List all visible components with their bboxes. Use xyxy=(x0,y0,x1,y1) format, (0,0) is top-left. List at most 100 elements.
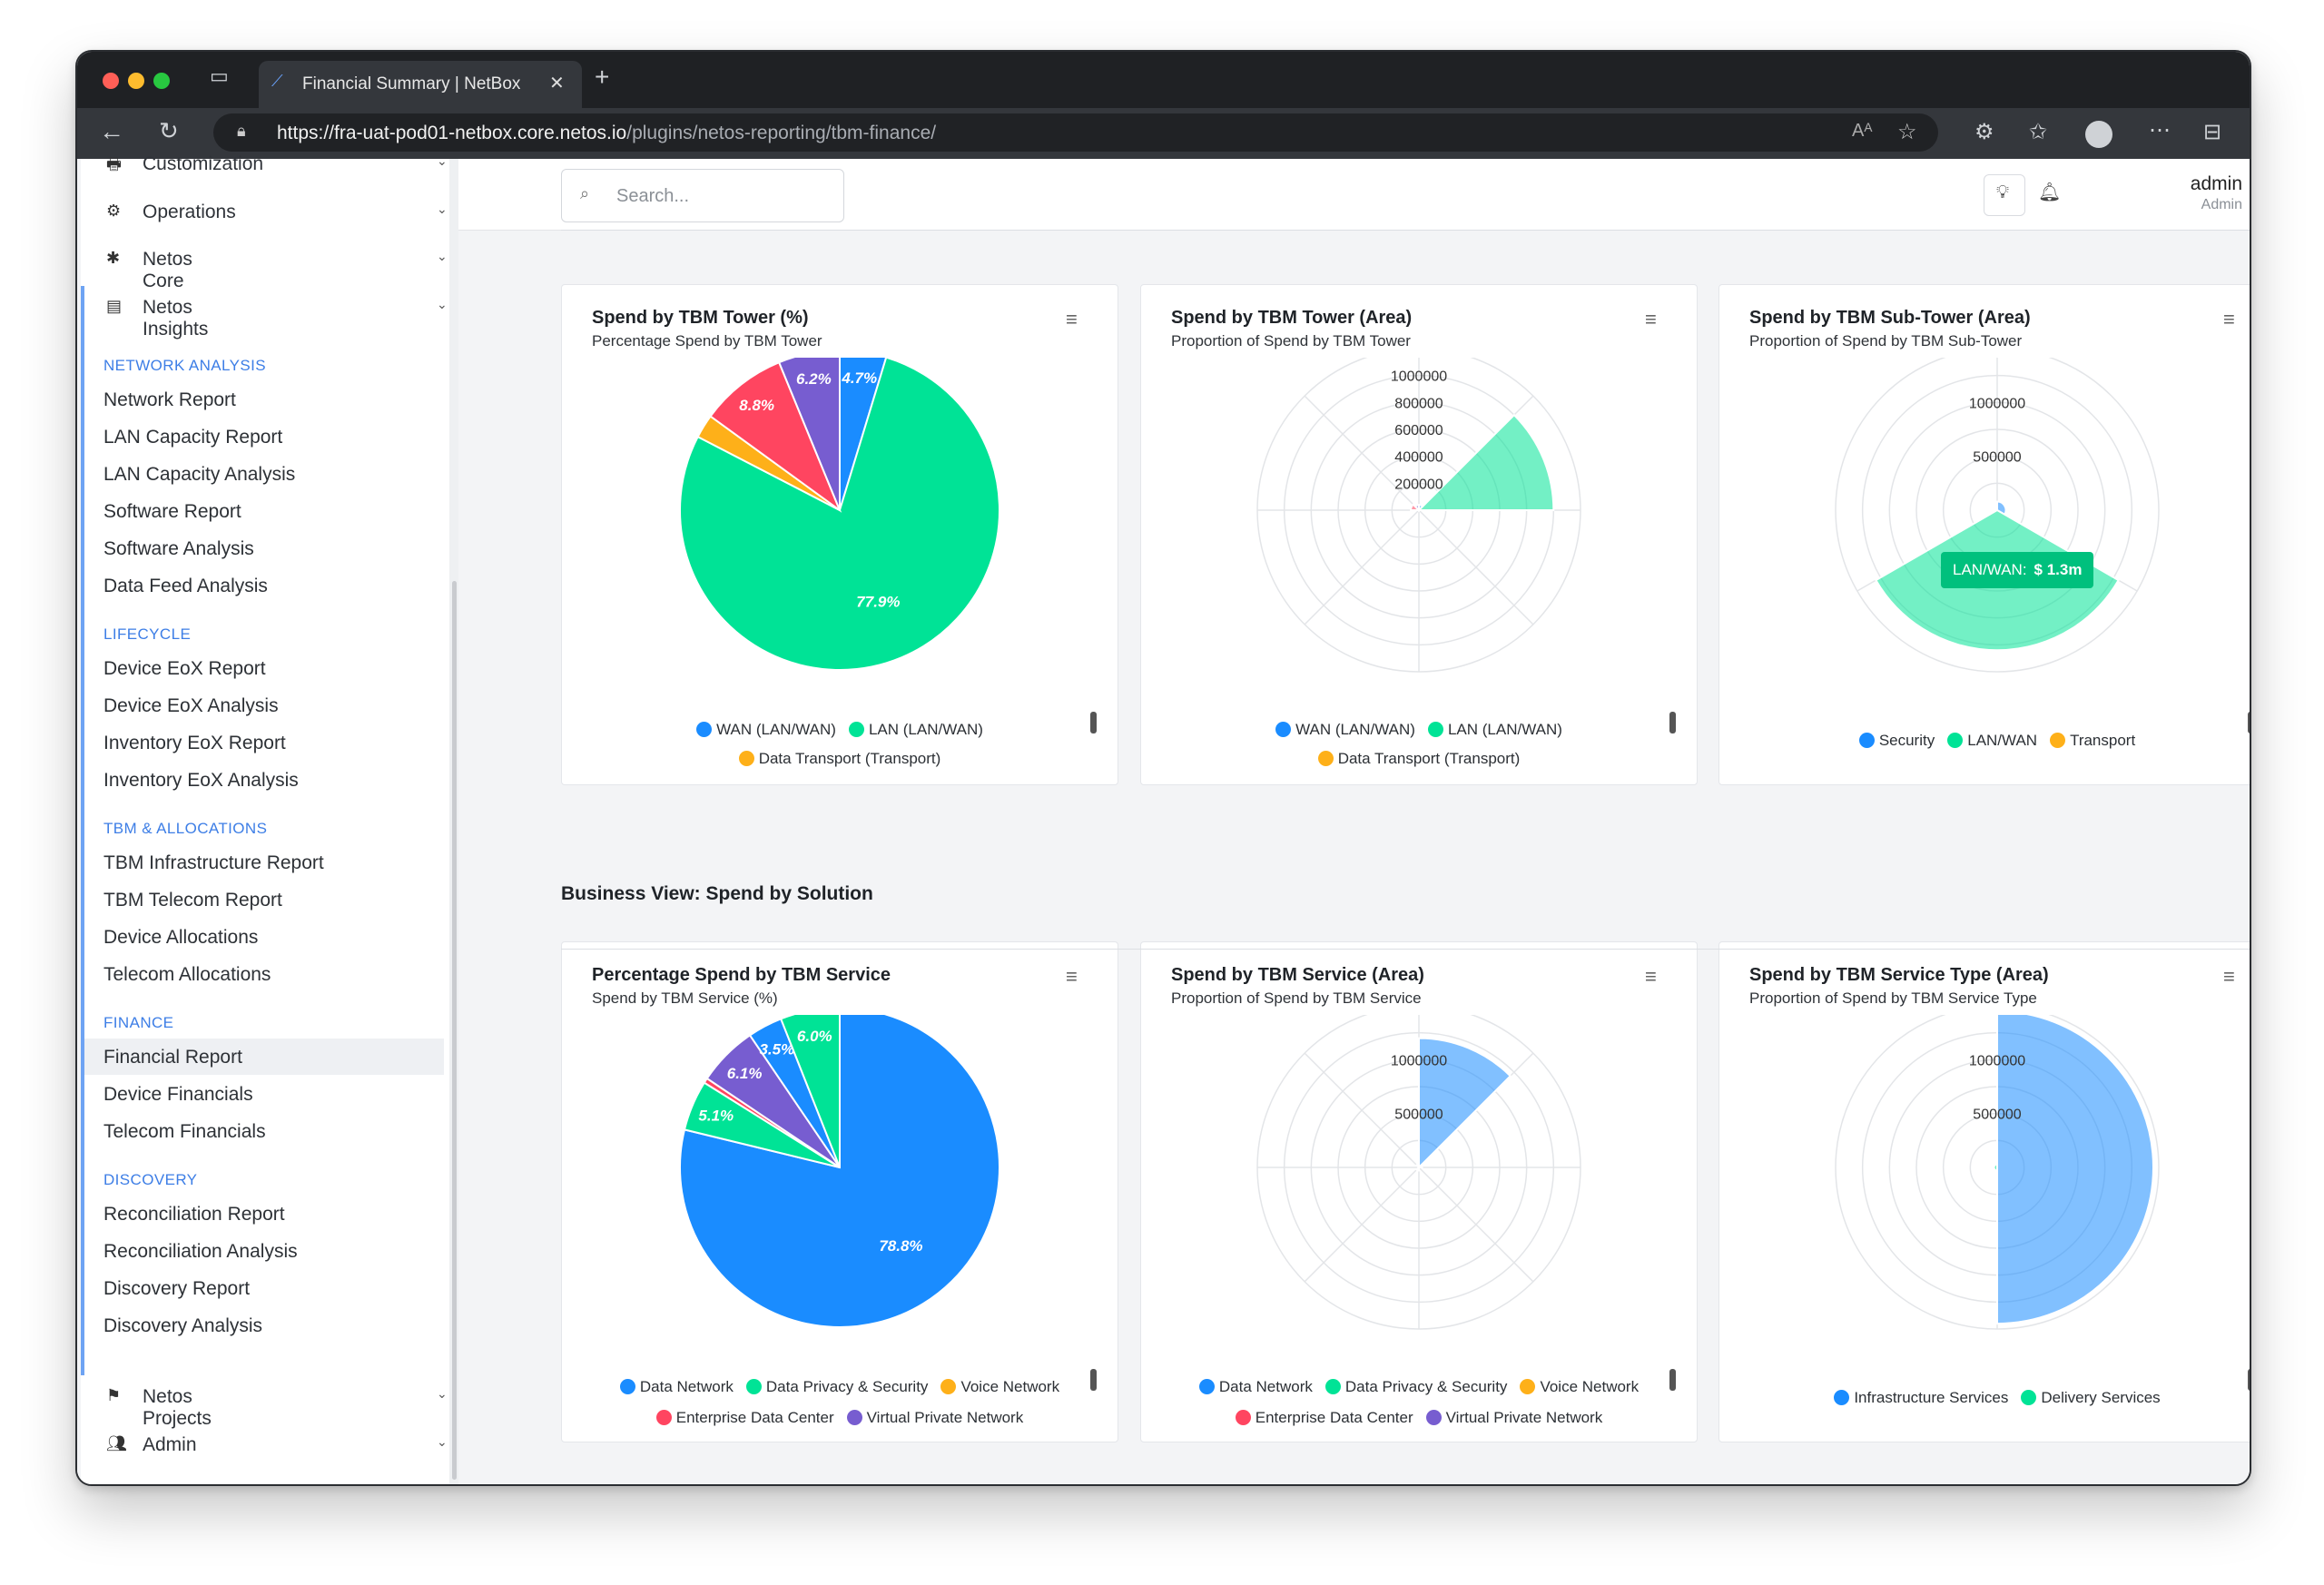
reload-icon[interactable]: ↻ xyxy=(159,117,179,144)
polar-sector[interactable] xyxy=(1416,413,1555,511)
legend-item[interactable]: Enterprise Data Center xyxy=(655,1409,834,1427)
legend-item[interactable]: Transport xyxy=(2050,732,2135,750)
minimize-window-button[interactable] xyxy=(128,73,144,89)
hamburger-menu-icon[interactable]: ≡ xyxy=(1066,965,1078,988)
legend-label: Data Privacy & Security xyxy=(1344,1378,1508,1395)
legend-item[interactable]: LAN/WAN xyxy=(1947,732,2037,750)
polar-sector[interactable] xyxy=(1993,1163,1998,1172)
legend-item[interactable]: Voice Network xyxy=(940,1378,1059,1396)
sidebar-scrollbar-thumb[interactable] xyxy=(452,581,457,1480)
theme-toggle-button[interactable]: 💡︎ xyxy=(1984,174,2025,216)
sidebar-item-lan-capacity-analysis[interactable]: LAN Capacity Analysis xyxy=(103,464,296,485)
sidebar-item-financial-report[interactable]: Financial Report xyxy=(103,1047,242,1068)
hamburger-menu-icon[interactable]: ≡ xyxy=(1645,308,1657,330)
pie-slice[interactable] xyxy=(679,358,1000,671)
chart-subtitle: Proportion of Spend by TBM Tower xyxy=(1171,332,1411,349)
chart-icon: ▤ xyxy=(106,297,123,315)
sidebar-item-reconciliation-analysis[interactable]: Reconciliation Analysis xyxy=(103,1241,298,1262)
legend-scroll-handle[interactable] xyxy=(2248,712,2250,733)
legend-label: WAN (LAN/WAN) xyxy=(716,721,836,738)
search-input[interactable]: ⌕ Search... xyxy=(561,169,844,222)
pie-slice[interactable] xyxy=(777,358,841,511)
close-tab-icon[interactable]: ✕ xyxy=(549,74,565,94)
favorites-icon[interactable]: ✩ xyxy=(2029,120,2048,144)
legend-item[interactable]: Data Privacy & Security xyxy=(745,1378,928,1396)
sidebar-section-lifecycle: LIFECYCLE xyxy=(103,625,192,643)
user-menu[interactable]: admin Admin xyxy=(2129,173,2242,213)
sidebar-item-inventory-eox-report[interactable]: Inventory EoX Report xyxy=(103,733,286,753)
sidebar-item-device-allocations[interactable]: Device Allocations xyxy=(103,927,259,948)
polar-sector[interactable] xyxy=(1415,1165,1420,1172)
hamburger-menu-icon[interactable]: ≡ xyxy=(2223,308,2235,330)
bell-icon[interactable]: 🔔︎ xyxy=(2038,182,2062,202)
sidebar-item-discovery-analysis[interactable]: Discovery Analysis xyxy=(103,1315,263,1336)
legend-scroll-handle[interactable] xyxy=(1090,712,1097,733)
legend-item[interactable]: Virtual Private Network xyxy=(846,1409,1023,1427)
pie-slice[interactable] xyxy=(779,1015,841,1168)
legend-item[interactable]: Data Privacy & Security xyxy=(1324,1378,1508,1396)
legend-item[interactable]: Data Transport (Transport) xyxy=(1317,750,1520,768)
polar-tick-label: 600000 xyxy=(1394,423,1443,438)
extensions-icon[interactable]: ⚙ xyxy=(1974,120,1994,144)
hamburger-menu-icon[interactable]: ≡ xyxy=(1645,965,1657,988)
legend-item[interactable]: Security xyxy=(1858,732,1935,750)
sidebar-item-reconciliation-report[interactable]: Reconciliation Report xyxy=(103,1204,285,1225)
legend-item[interactable]: Delivery Services xyxy=(2021,1389,2161,1407)
back-arrow-icon[interactable]: ← xyxy=(99,117,124,145)
sidebar-item-telecom-allocations[interactable]: Telecom Allocations xyxy=(103,964,271,985)
legend-item[interactable]: Virtual Private Network xyxy=(1425,1409,1602,1427)
more-icon[interactable]: ⋯ xyxy=(2149,118,2171,143)
legend-scroll-handle[interactable] xyxy=(1669,1369,1676,1391)
legend-item[interactable]: Data Transport (Transport) xyxy=(738,750,940,768)
sidebar-item-inventory-eox-analysis[interactable]: Inventory EoX Analysis xyxy=(103,770,299,791)
close-window-button[interactable] xyxy=(103,73,119,89)
sidebar-item-discovery-report[interactable]: Discovery Report xyxy=(103,1278,251,1299)
legend-item[interactable]: LAN (LAN/WAN) xyxy=(848,721,983,739)
chart-legend: Enterprise Data Center Virtual Private Ne… xyxy=(1141,1409,1697,1427)
sidebar-item-device-financials[interactable]: Device Financials xyxy=(103,1084,253,1105)
legend-scroll-handle[interactable] xyxy=(2248,1369,2250,1391)
pie-slice-label: 6.2% xyxy=(796,370,832,388)
legend-item[interactable]: Infrastructure Services xyxy=(1834,1389,2008,1407)
sidebar-item-device-eox-report[interactable]: Device EoX Report xyxy=(103,658,266,679)
hamburger-menu-icon[interactable]: ≡ xyxy=(2223,965,2235,988)
sidebar-item-tbm-infrastructure-report[interactable]: TBM Infrastructure Report xyxy=(103,852,324,873)
sidebar-item-telecom-financials[interactable]: Telecom Financials xyxy=(103,1121,266,1142)
legend-item[interactable]: WAN (LAN/WAN) xyxy=(1275,721,1415,739)
chart-title: Spend by TBM Tower (Area) xyxy=(1171,308,1413,328)
split-screen-icon[interactable]: ⊟ xyxy=(2203,120,2222,144)
legend-item[interactable]: Voice Network xyxy=(1520,1378,1639,1396)
new-tab-icon[interactable]: + xyxy=(595,63,610,91)
polar-sector[interactable] xyxy=(1418,1037,1512,1170)
sidebar-item-network-report[interactable]: Network Report xyxy=(103,389,236,410)
sidebar-toggle-icon[interactable]: ▭ xyxy=(210,64,229,87)
profile-avatar[interactable] xyxy=(2085,121,2112,148)
legend-item[interactable]: Enterprise Data Center xyxy=(1235,1409,1413,1427)
sidebar-item-tbm-telecom-report[interactable]: TBM Telecom Report xyxy=(103,890,282,911)
favorite-star-icon[interactable]: ☆ xyxy=(1897,120,1917,144)
pie-slice[interactable] xyxy=(709,360,842,513)
legend-scroll-handle[interactable] xyxy=(1090,1369,1097,1391)
legend-marker xyxy=(1427,722,1443,737)
sidebar-item-software-report[interactable]: Software Report xyxy=(103,501,241,522)
polar-sector[interactable] xyxy=(1996,1015,2154,1325)
address-bar[interactable]: 🔒︎ https://fra-uat-pod01-netbox.core.net… xyxy=(213,113,1938,152)
read-aloud-icon[interactable]: Aᴬ xyxy=(1852,121,1873,141)
sidebar-item-data-feed-analysis[interactable]: Data Feed Analysis xyxy=(103,576,268,596)
sidebar-item-software-analysis[interactable]: Software Analysis xyxy=(103,538,254,559)
sidebar-item-device-eox-analysis[interactable]: Device EoX Analysis xyxy=(103,695,279,716)
sidebar-item-lan-capacity-report[interactable]: LAN Capacity Report xyxy=(103,427,283,448)
pie-slice[interactable] xyxy=(679,1015,1000,1328)
legend-item[interactable]: Data Network xyxy=(1198,1378,1313,1396)
legend-item[interactable]: WAN (LAN/WAN) xyxy=(696,721,836,739)
hamburger-menu-icon[interactable]: ≡ xyxy=(1066,308,1078,330)
legend-item[interactable]: Data Network xyxy=(619,1378,734,1396)
legend-item[interactable]: LAN (LAN/WAN) xyxy=(1427,721,1562,739)
polar-sector[interactable] xyxy=(1413,504,1420,513)
polar-sector[interactable] xyxy=(1415,1163,1420,1170)
browser-tab[interactable]: ⟋ Financial Summary | NetBox ✕ xyxy=(259,61,582,108)
pie-slice-label: 8.8% xyxy=(739,397,774,414)
legend-scroll-handle[interactable] xyxy=(1669,712,1676,733)
maximize-window-button[interactable] xyxy=(153,73,170,89)
polar-tick-label: 1000000 xyxy=(1391,369,1447,385)
